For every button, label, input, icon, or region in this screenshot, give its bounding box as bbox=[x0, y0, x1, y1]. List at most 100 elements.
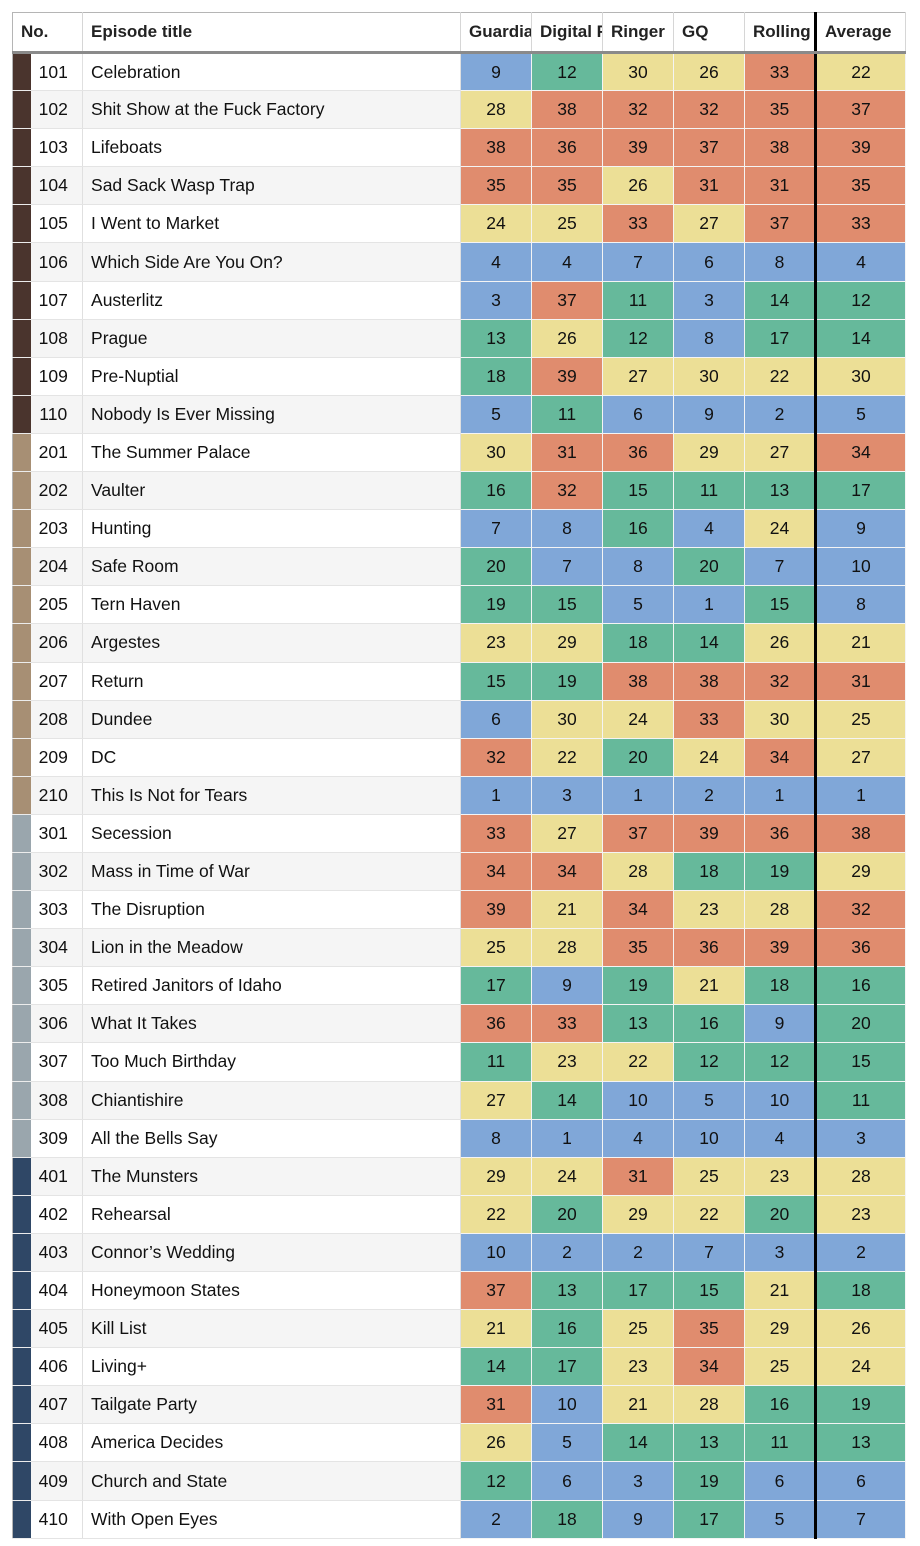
rank-digital: 27 bbox=[531, 814, 604, 853]
episode-number: 108 bbox=[30, 319, 84, 358]
episode-number: 107 bbox=[30, 281, 84, 320]
rank-ringer: 30 bbox=[602, 52, 675, 92]
rank-digital: 10 bbox=[531, 1385, 604, 1425]
rank-digital: 22 bbox=[531, 738, 604, 777]
rank-digital: 19 bbox=[531, 662, 604, 701]
season-color-bar bbox=[12, 357, 31, 396]
episode-number: 309 bbox=[30, 1119, 84, 1158]
column-header-guardian[interactable]: Guardia bbox=[460, 12, 533, 54]
table-row: 306 What It Takes 36 33 13 16 9 20 bbox=[12, 1004, 907, 1044]
season-color-bar bbox=[12, 1347, 31, 1387]
rank-rolling: 18 bbox=[744, 966, 818, 1006]
rank-ringer: 11 bbox=[602, 281, 675, 320]
table-row: 210 This Is Not for Tears 1 3 1 2 1 1 bbox=[12, 776, 907, 815]
rank-gq: 12 bbox=[673, 1042, 746, 1082]
season-color-bar bbox=[12, 1271, 31, 1311]
column-header-rolling[interactable]: Rolling bbox=[744, 12, 818, 54]
rank-gq: 15 bbox=[673, 1271, 746, 1311]
rank-rolling: 13 bbox=[744, 471, 818, 511]
rank-rolling: 25 bbox=[744, 1347, 818, 1387]
rank-ringer: 36 bbox=[602, 433, 675, 473]
rank-rolling: 5 bbox=[744, 1500, 818, 1539]
episode-title: America Decides bbox=[82, 1423, 462, 1463]
season-color-bar bbox=[12, 319, 31, 358]
table-row: 402 Rehearsal 22 20 29 22 20 23 bbox=[12, 1195, 907, 1234]
rank-rolling: 35 bbox=[744, 90, 818, 130]
rank-gq: 29 bbox=[673, 433, 746, 473]
table-row: 206 Argestes 23 29 18 14 26 21 bbox=[12, 623, 907, 663]
episode-number: 204 bbox=[30, 547, 84, 587]
season-color-bar bbox=[12, 738, 31, 777]
rank-rolling: 12 bbox=[744, 1042, 818, 1082]
rank-average: 38 bbox=[815, 814, 907, 853]
rank-rolling: 30 bbox=[744, 700, 818, 739]
season-color-bar bbox=[12, 128, 31, 168]
episode-number: 201 bbox=[30, 433, 84, 473]
rank-gq: 1 bbox=[673, 585, 746, 625]
episode-title: Nobody Is Ever Missing bbox=[82, 395, 462, 434]
rank-digital: 38 bbox=[531, 90, 604, 130]
rank-rolling: 29 bbox=[744, 1309, 818, 1349]
rank-rolling: 32 bbox=[744, 662, 818, 701]
rank-rolling: 15 bbox=[744, 585, 818, 625]
rank-average: 35 bbox=[815, 166, 907, 206]
rank-digital: 34 bbox=[531, 852, 604, 892]
season-color-bar bbox=[12, 585, 31, 625]
rank-gq: 21 bbox=[673, 966, 746, 1006]
rank-ringer: 29 bbox=[602, 1195, 675, 1234]
rank-average: 18 bbox=[815, 1271, 907, 1311]
episode-title: The Summer Palace bbox=[82, 433, 462, 473]
episode-title: Sad Sack Wasp Trap bbox=[82, 166, 462, 206]
rank-ringer: 37 bbox=[602, 814, 675, 853]
rank-digital: 20 bbox=[531, 1195, 604, 1234]
rank-gq: 23 bbox=[673, 890, 746, 930]
column-header-average[interactable]: Average bbox=[815, 12, 907, 54]
rank-digital: 39 bbox=[531, 357, 604, 396]
episode-rankings-table: No. Episode title Guardia Digital F Ring… bbox=[12, 12, 907, 1539]
rank-gq: 35 bbox=[673, 1309, 746, 1349]
rank-gq: 28 bbox=[673, 1385, 746, 1425]
rank-ringer: 8 bbox=[602, 547, 675, 587]
episode-title: Secession bbox=[82, 814, 462, 853]
rank-ringer: 7 bbox=[602, 242, 675, 282]
column-header-gq[interactable]: GQ bbox=[673, 12, 746, 54]
table-row: 303 The Disruption 39 21 34 23 28 32 bbox=[12, 890, 907, 930]
rank-ringer: 24 bbox=[602, 700, 675, 739]
rank-average: 21 bbox=[815, 623, 907, 663]
column-header-episode-title[interactable]: Episode title bbox=[82, 12, 462, 54]
rank-rolling: 19 bbox=[744, 852, 818, 892]
column-header-no[interactable]: No. bbox=[12, 12, 84, 54]
table-row: 104 Sad Sack Wasp Trap 35 35 26 31 31 35 bbox=[12, 166, 907, 206]
table-row: 309 All the Bells Say 8 1 4 10 4 3 bbox=[12, 1119, 907, 1158]
table-row: 408 America Decides 26 5 14 13 11 13 bbox=[12, 1423, 907, 1463]
rank-gq: 14 bbox=[673, 623, 746, 663]
episode-number: 110 bbox=[30, 395, 84, 434]
episode-title: Prague bbox=[82, 319, 462, 358]
rank-gq: 18 bbox=[673, 852, 746, 892]
season-color-bar bbox=[12, 1004, 31, 1044]
table-body: 101 Celebration 9 12 30 26 33 22 102 Shi… bbox=[12, 52, 907, 1539]
rank-digital: 5 bbox=[531, 1423, 604, 1463]
episode-number: 203 bbox=[30, 509, 84, 549]
table-row: 406 Living+ 14 17 23 34 25 24 bbox=[12, 1347, 907, 1387]
rank-average: 12 bbox=[815, 281, 907, 320]
rank-digital: 31 bbox=[531, 433, 604, 473]
rank-rolling: 23 bbox=[744, 1157, 818, 1196]
rank-rolling: 1 bbox=[744, 776, 818, 815]
table-row: 404 Honeymoon States 37 13 17 15 21 18 bbox=[12, 1271, 907, 1311]
table-row: 109 Pre-Nuptial 18 39 27 30 22 30 bbox=[12, 357, 907, 396]
season-color-bar bbox=[12, 90, 31, 130]
rank-digital: 33 bbox=[531, 1004, 604, 1044]
rank-gq: 27 bbox=[673, 204, 746, 244]
episode-title: Tern Haven bbox=[82, 585, 462, 625]
rank-average: 24 bbox=[815, 1347, 907, 1387]
episode-number: 407 bbox=[30, 1385, 84, 1425]
column-header-ringer[interactable]: Ringer bbox=[602, 12, 675, 54]
table-row: 409 Church and State 12 6 3 19 6 6 bbox=[12, 1461, 907, 1501]
table-row: 205 Tern Haven 19 15 5 1 15 8 bbox=[12, 585, 907, 625]
column-header-digital[interactable]: Digital F bbox=[531, 12, 604, 54]
rank-digital: 25 bbox=[531, 204, 604, 244]
rank-rolling: 14 bbox=[744, 281, 818, 320]
table-row: 103 Lifeboats 38 36 39 37 38 39 bbox=[12, 128, 907, 168]
episode-title: Mass in Time of War bbox=[82, 852, 462, 892]
